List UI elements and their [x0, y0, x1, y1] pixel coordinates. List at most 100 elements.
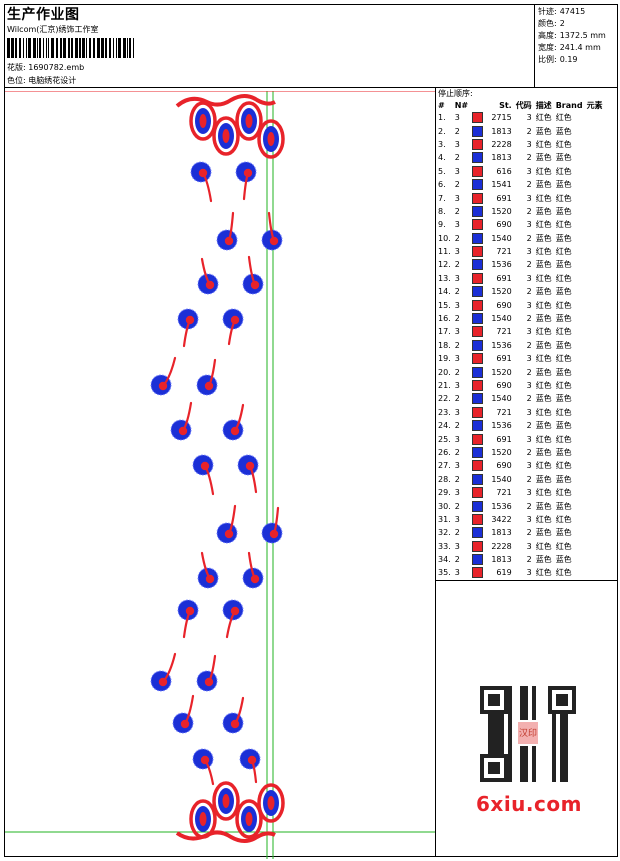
berry-stem [183, 694, 195, 726]
oval-ring [212, 116, 240, 156]
oval-center [222, 129, 230, 143]
sequence-row: 5. 3 616 3 红色 红色 [438, 165, 572, 177]
sequence-row: 20. 2 1520 2 蓝色 蓝色 [438, 366, 572, 378]
color-swatch [472, 299, 484, 311]
color-swatch [472, 313, 484, 325]
sequence-row: 32. 2 1813 2 蓝色 蓝色 [438, 527, 572, 539]
color-swatch [472, 272, 484, 284]
oval-center [222, 794, 230, 808]
page-title: 生产作业图 [7, 7, 80, 23]
berry-stem [182, 318, 192, 348]
sequence-row: 6. 2 1541 2 蓝色 蓝色 [438, 179, 572, 191]
color-swatch [472, 339, 484, 351]
sequence-row: 31. 3 3422 3 红色 红色 [438, 513, 572, 525]
stop-sequence-title: 停止顺序: [438, 89, 473, 98]
color-swatch [472, 125, 484, 137]
color-swatch [472, 420, 484, 432]
sequence-row: 27. 3 690 3 红色 红色 [438, 460, 572, 472]
sequence-row: 13. 3 691 3 红色 红色 [438, 272, 572, 284]
sequence-row: 33. 3 2228 3 红色 红色 [438, 540, 572, 552]
color-count: 颜色: 2 [538, 19, 565, 28]
oval-ring [189, 799, 217, 839]
sequence-row: 17. 3 721 3 红色 红色 [438, 326, 572, 338]
file-value: 1690782.emb [28, 63, 85, 72]
berry-stem [203, 758, 215, 786]
color-swatch [472, 205, 484, 217]
sequence-row: 12. 2 1536 2 蓝色 蓝色 [438, 259, 572, 271]
oval-center [267, 132, 275, 146]
color-swatch [472, 527, 484, 539]
color-swatch [472, 219, 484, 231]
qr-stamp-text: 汉印 [519, 727, 537, 739]
color-swatch [472, 179, 484, 191]
color-swatch [472, 192, 484, 204]
sequence-row: 3. 3 2228 3 红色 红色 [438, 138, 572, 150]
sequence-row: 24. 2 1536 2 蓝色 蓝色 [438, 420, 572, 432]
sequence-row: 2. 2 1813 2 蓝色 蓝色 [438, 125, 572, 137]
maker-label: Wilcom(汇京)绣饰工作室 [7, 25, 99, 34]
sequence-row: 4. 2 1813 2 蓝色 蓝色 [438, 152, 572, 164]
color-swatch [472, 460, 484, 472]
color-swatch [472, 259, 484, 271]
sequence-row: 35. 3 619 3 红色 红色 [438, 567, 572, 579]
color-swatch [472, 326, 484, 338]
berry-stem [233, 696, 245, 726]
berry-stem [161, 356, 177, 388]
oval-ring [235, 101, 263, 141]
sequence-row: 15. 3 690 3 红色 红色 [438, 299, 572, 311]
sequence-row: 18. 2 1536 2 蓝色 蓝色 [438, 339, 572, 351]
file-field: 花版: 1690782.emb [7, 63, 85, 72]
color-swatch [472, 165, 484, 177]
berry-stem [227, 211, 235, 243]
color-swatch [472, 487, 484, 499]
color-swatch [472, 286, 484, 298]
design-width: 宽度: 241.4 mm [538, 43, 601, 52]
oval-center [245, 114, 253, 128]
sequence-row: 9. 3 690 3 红色 红色 [438, 219, 572, 231]
berry-stem [200, 257, 212, 287]
color-swatch [472, 112, 484, 124]
bottom-scallop [175, 830, 276, 843]
color-swatch [472, 152, 484, 164]
sequence-row: 10. 2 1540 2 蓝色 蓝色 [438, 232, 572, 244]
color-value: 电脑绣花设计 [28, 76, 77, 85]
oval-center [199, 114, 207, 128]
design-scale: 比例: 0.19 [538, 55, 578, 64]
sequence-row: 1. 3 2715 3 红色 红色 [438, 112, 572, 124]
color-field: 色位: 电脑绣花设计 [7, 76, 77, 85]
sequence-row: 25. 3 691 3 红色 红色 [438, 433, 572, 445]
color-swatch [472, 500, 484, 512]
stats-divider [534, 4, 535, 87]
color-swatch [472, 540, 484, 552]
sequence-row: 26. 2 1520 2 蓝色 蓝色 [438, 446, 572, 458]
stitch-count: 针迹: 47415 [538, 7, 586, 16]
berry-stem [203, 464, 215, 496]
design-height: 高度: 1372.5 mm [538, 31, 606, 40]
berry-stem [181, 401, 193, 433]
sequence-row: 8. 2 1520 2 蓝色 蓝色 [438, 205, 572, 217]
color-swatch [472, 513, 484, 525]
sequence-divider [435, 87, 436, 857]
berry-stem [267, 211, 276, 243]
color-swatch [472, 138, 484, 150]
color-swatch [472, 406, 484, 418]
barcode [7, 38, 134, 58]
design-stats: 针迹: 47415 颜色: 2 高度: 1372.5 mm 宽度: 241.4 mm 比… [538, 6, 606, 66]
berry-stem [207, 358, 217, 388]
berry-stem [250, 758, 258, 784]
color-swatch [472, 232, 484, 244]
sequence-row: 14. 2 1520 2 蓝色 蓝色 [438, 286, 572, 298]
sequence-row: 16. 2 1540 2 蓝色 蓝色 [438, 313, 572, 325]
sequence-row: 28. 2 1540 2 蓝色 蓝色 [438, 473, 572, 485]
sequence-row: 22. 2 1540 2 蓝色 蓝色 [438, 393, 572, 405]
berry-stem [225, 609, 237, 639]
color-swatch [472, 446, 484, 458]
sequence-row: 29. 3 721 3 红色 红色 [438, 487, 572, 499]
oval-ring [257, 119, 285, 159]
color-swatch [472, 380, 484, 391]
sequence-row: 34. 2 1813 2 蓝色 蓝色 [438, 554, 572, 566]
berry-stem [207, 654, 217, 684]
color-swatch [472, 554, 484, 566]
oval-ring [212, 781, 240, 821]
berry-stem [161, 652, 177, 684]
